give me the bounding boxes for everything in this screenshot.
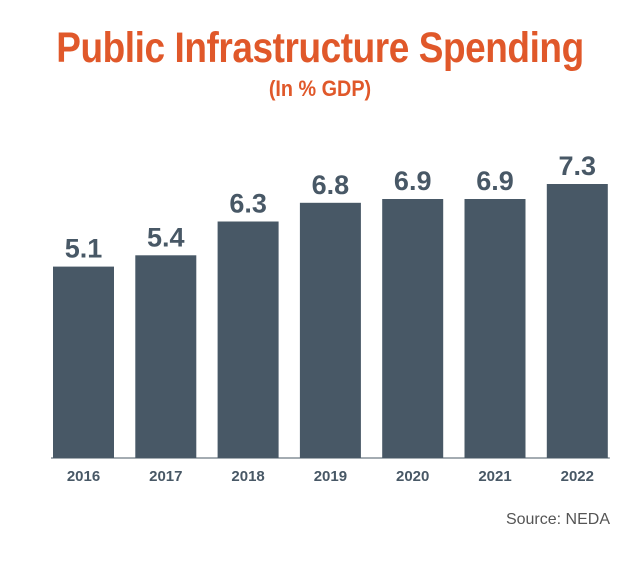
x-tick-label-2019: 2019 <box>314 468 347 485</box>
bar-2022 <box>546 184 608 458</box>
chart-title: Public Infrastructure Spending <box>56 24 584 72</box>
chart-subtitle: (In % GDP) <box>268 76 372 101</box>
x-tick-label-2018: 2018 <box>231 468 264 485</box>
x-tick-label-2017: 2017 <box>149 468 182 485</box>
bar-2017 <box>135 255 197 458</box>
value-labels-group: 5.1 5.4 6.3 6.8 6.9 6.9 7.3 <box>65 151 596 264</box>
value-label-2016: 5.1 <box>65 234 103 264</box>
source-note: Source: NEDA <box>505 511 610 528</box>
value-label-2017: 5.4 <box>147 222 185 252</box>
value-label-2021: 6.9 <box>476 166 514 196</box>
bars-group <box>53 184 608 458</box>
bar-2020 <box>382 199 444 458</box>
bar-2016 <box>53 266 114 458</box>
value-label-2018: 6.3 <box>229 189 267 219</box>
value-label-2019: 6.8 <box>312 170 350 200</box>
x-tick-label-2021: 2021 <box>478 468 511 485</box>
x-tick-label-2020: 2020 <box>396 468 429 485</box>
bar-2019 <box>299 202 361 458</box>
bar-2021 <box>464 199 526 458</box>
x-tick-label-2016: 2016 <box>67 468 100 485</box>
x-tick-labels-group: 2016 2017 2018 2019 2020 2021 2022 <box>67 468 594 485</box>
value-label-2020: 6.9 <box>394 166 432 196</box>
value-label-2022: 7.3 <box>559 151 597 181</box>
bar-2018 <box>217 221 279 458</box>
x-tick-label-2022: 2022 <box>561 468 594 485</box>
